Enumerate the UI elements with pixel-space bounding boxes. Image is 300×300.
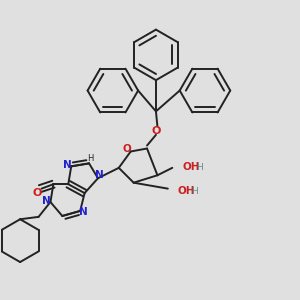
Text: H: H: [196, 163, 203, 172]
Text: O: O: [151, 126, 160, 136]
Text: OH: OH: [178, 186, 195, 196]
Text: N: N: [63, 160, 71, 170]
Text: O: O: [32, 188, 42, 197]
Text: H: H: [87, 154, 94, 164]
Text: N: N: [79, 207, 88, 218]
Text: N: N: [94, 170, 103, 180]
Text: OH: OH: [182, 162, 200, 172]
Text: N: N: [42, 196, 51, 206]
Text: O: O: [122, 144, 131, 154]
Text: H: H: [192, 187, 198, 196]
